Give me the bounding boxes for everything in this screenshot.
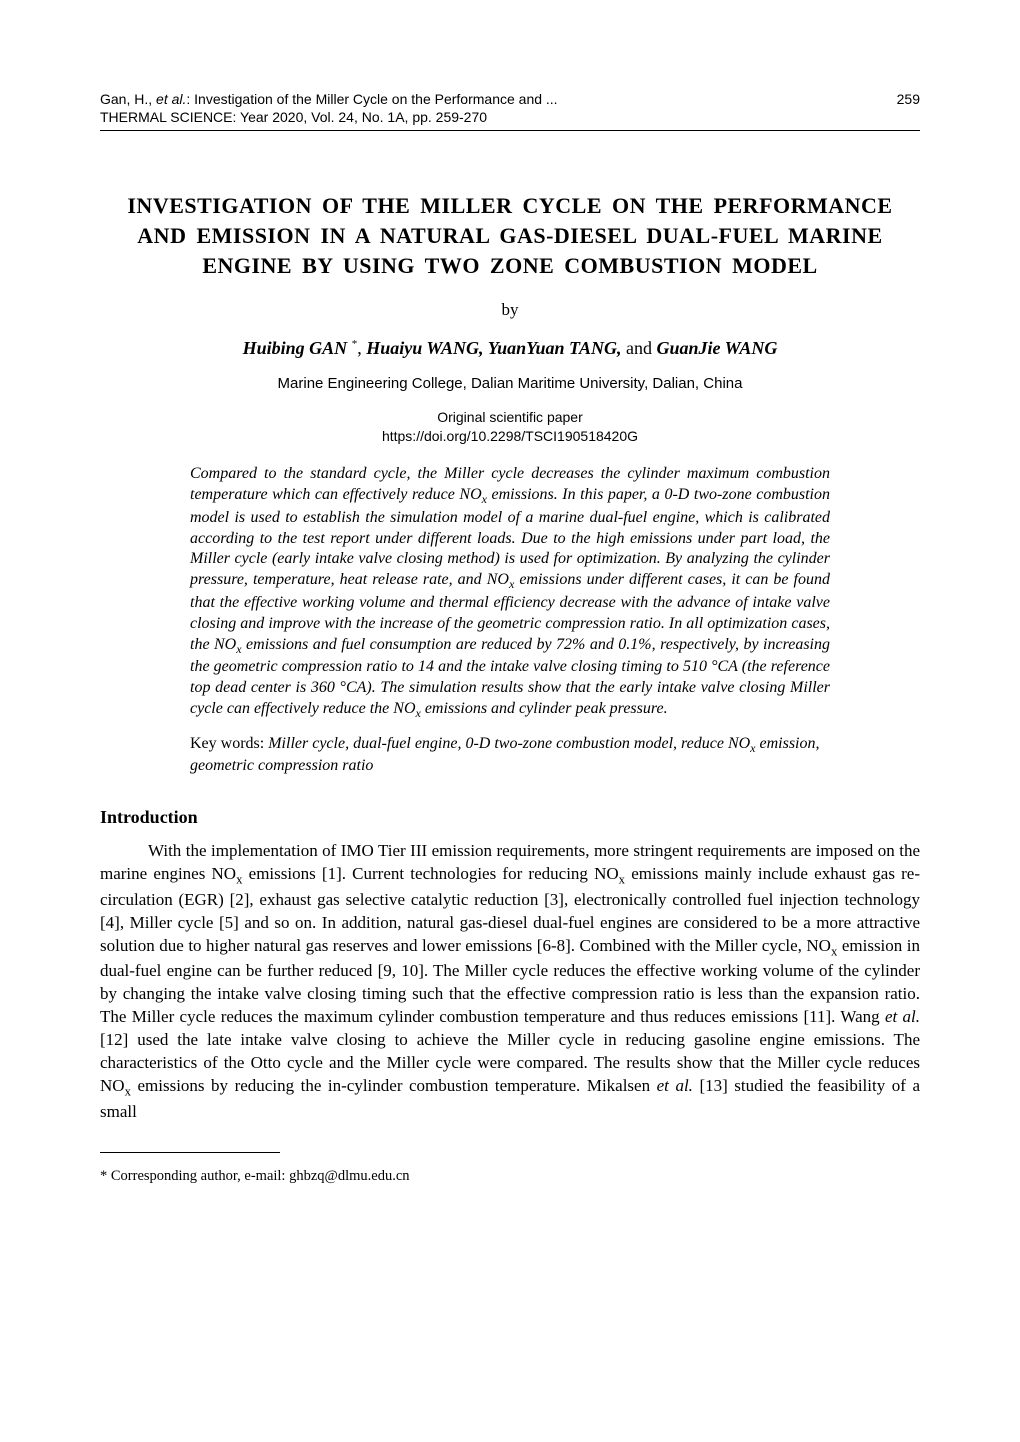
abstract: Compared to the standard cycle, the Mill…: [190, 464, 830, 722]
running-header: Gan, H., et al.: Investigation of the Mi…: [100, 90, 920, 126]
keywords: Key words: Miller cycle, dual-fuel engin…: [190, 734, 830, 778]
section-heading-introduction: Introduction: [100, 805, 920, 830]
article-title: INVESTIGATION OF THE MILLER CYCLE ON THE…: [100, 191, 920, 280]
author-1-first: Huibing: [243, 338, 305, 358]
header-issue: : Year 2020, Vol. 24, No. 1A, pp. 259-27…: [233, 109, 488, 125]
header-article: : Investigation of the Miller Cycle on t…: [186, 91, 557, 107]
intro-etal: et al.: [657, 1076, 693, 1095]
author-2-last: WANG,: [422, 338, 488, 358]
footnote-rule: [100, 1152, 280, 1153]
paper-type-line1: Original scientific paper: [437, 409, 583, 425]
author-sep: ,: [357, 338, 366, 358]
author-4-first: GuanJie: [656, 338, 720, 358]
intro-etal: et al.: [885, 1007, 920, 1026]
abstract-text: emissions and cylinder peak pressure.: [421, 700, 668, 717]
intro-paragraph: With the implementation of IMO Tier III …: [100, 840, 920, 1123]
header-journal: THERMAL SCIENCE: [100, 109, 233, 125]
author-3-first: YuanYuan: [488, 338, 565, 358]
author-3-last: TANG,: [564, 338, 626, 358]
intro-text: emissions [1]. Current technologies for …: [242, 864, 618, 883]
author-and: and: [626, 338, 657, 358]
author-4-last: WANG: [721, 338, 778, 358]
authors: Huibing GAN *, Huaiyu WANG, YuanYuan TAN…: [100, 336, 920, 361]
header-rule: [100, 130, 920, 131]
paper-type: Original scientific paper https://doi.or…: [100, 408, 920, 446]
byline: by: [100, 298, 920, 322]
affiliation: Marine Engineering College, Dalian Marit…: [100, 373, 920, 394]
paper-doi: https://doi.org/10.2298/TSCI190518420G: [382, 428, 638, 444]
author-2-first: Huaiyu: [366, 338, 422, 358]
header-etal: et al.: [156, 91, 186, 107]
header-left: Gan, H., et al.: Investigation of the Mi…: [100, 90, 558, 126]
header-author: Gan, H.,: [100, 91, 156, 107]
page-number: 259: [897, 90, 920, 126]
keywords-text: Miller cycle, dual-fuel engine, 0-D two-…: [268, 735, 750, 752]
corresponding-author-footnote: * Corresponding author, e-mail: ghbzq@dl…: [100, 1167, 920, 1186]
keywords-label: Key words:: [190, 735, 268, 752]
intro-text: emissions by reducing the in-cylinder co…: [131, 1076, 657, 1095]
author-1-last: GAN: [305, 338, 352, 358]
